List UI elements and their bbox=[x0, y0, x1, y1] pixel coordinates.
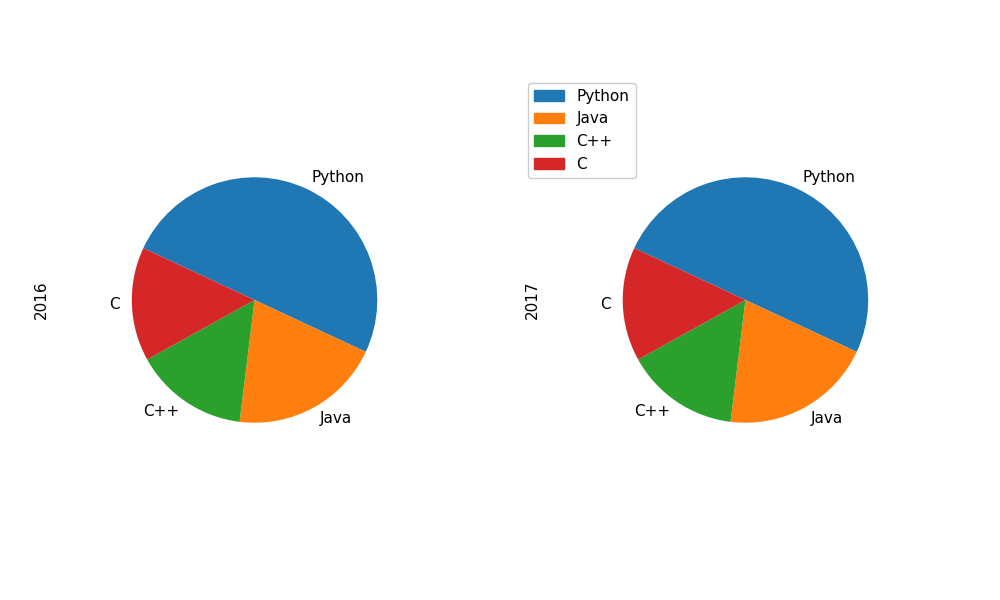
Text: C: C bbox=[600, 297, 611, 312]
Text: Java: Java bbox=[811, 410, 843, 425]
Text: C++: C++ bbox=[143, 404, 179, 419]
Wedge shape bbox=[638, 300, 745, 422]
Wedge shape bbox=[730, 300, 857, 423]
Text: 2017: 2017 bbox=[525, 281, 540, 319]
Wedge shape bbox=[634, 177, 868, 352]
Wedge shape bbox=[143, 177, 377, 352]
Legend: Python, Java, C++, C: Python, Java, C++, C bbox=[528, 83, 636, 178]
Text: 2016: 2016 bbox=[34, 281, 49, 319]
Text: Python: Python bbox=[803, 170, 855, 185]
Wedge shape bbox=[623, 248, 745, 359]
Text: Python: Python bbox=[312, 170, 364, 185]
Wedge shape bbox=[132, 248, 255, 359]
Text: Java: Java bbox=[320, 410, 352, 425]
Wedge shape bbox=[147, 300, 255, 422]
Wedge shape bbox=[240, 300, 366, 423]
Text: C++: C++ bbox=[634, 404, 670, 419]
Text: C: C bbox=[109, 297, 120, 312]
